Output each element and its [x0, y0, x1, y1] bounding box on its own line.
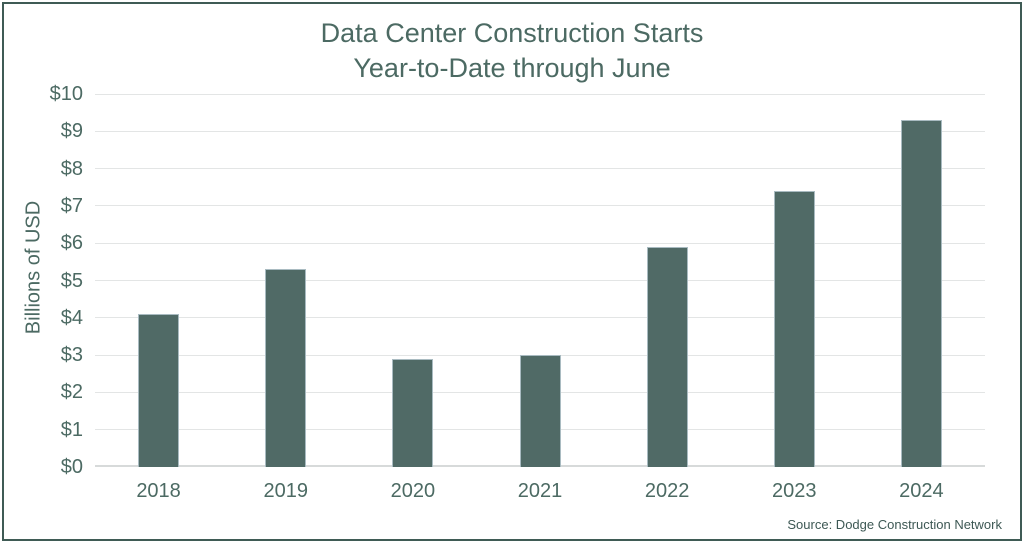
x-tick-label-2024: 2024: [899, 480, 944, 502]
chart-title: Data Center Construction Starts Year-to-…: [4, 16, 1020, 86]
gridline-4: [95, 317, 985, 319]
bar-2020: [392, 358, 434, 467]
y-tick-label-3: $3: [60, 344, 83, 367]
y-tick-label-9: $9: [60, 120, 83, 143]
x-tick-label-2022: 2022: [644, 480, 690, 502]
gridline-9: [95, 130, 985, 132]
gridline-8: [95, 168, 985, 170]
y-tick-label-1: $1: [60, 418, 83, 441]
y-tick-label-0: $0: [60, 456, 83, 478]
bar-2022: [646, 246, 688, 467]
bar-2024: [900, 120, 942, 467]
plot-area: $0 $1 $2 $3 $4 $5 $6 $7 $8 $9 $10 2018 2019 2020 2021 2…: [50, 83, 985, 502]
gridline-7: [95, 205, 985, 207]
gridline-5: [95, 280, 985, 281]
x-tick-label-2023: 2023: [772, 480, 817, 502]
gridline-6: [95, 242, 985, 244]
y-tick-label-6: $6: [60, 232, 83, 255]
x-tick-label-2018: 2018: [136, 480, 181, 502]
y-tick-label-10: $10: [49, 83, 83, 105]
source-note: Source: Dodge Construction Network: [787, 517, 1002, 532]
gridline-3: [95, 354, 985, 356]
bar-2018: [138, 314, 180, 467]
chart-title-line2: Year-to-Date through June: [353, 53, 671, 83]
gridline-10: [95, 93, 985, 95]
y-tick-label-5: $5: [60, 269, 83, 292]
bar-2021: [519, 355, 561, 467]
y-tick-label-7: $7: [60, 194, 83, 217]
y-tick-label-8: $8: [60, 157, 83, 180]
x-tick-label-2020: 2020: [390, 480, 436, 502]
x-tick-label-2021: 2021: [517, 480, 563, 502]
x-tick-label-2019: 2019: [263, 480, 308, 502]
y-tick-label-4: $4: [60, 306, 83, 329]
y-tick-label-2: $2: [60, 381, 83, 404]
chart-title-line1: Data Center Construction Starts: [320, 18, 704, 48]
bar-2019: [265, 269, 307, 467]
bar-2023: [773, 190, 815, 467]
